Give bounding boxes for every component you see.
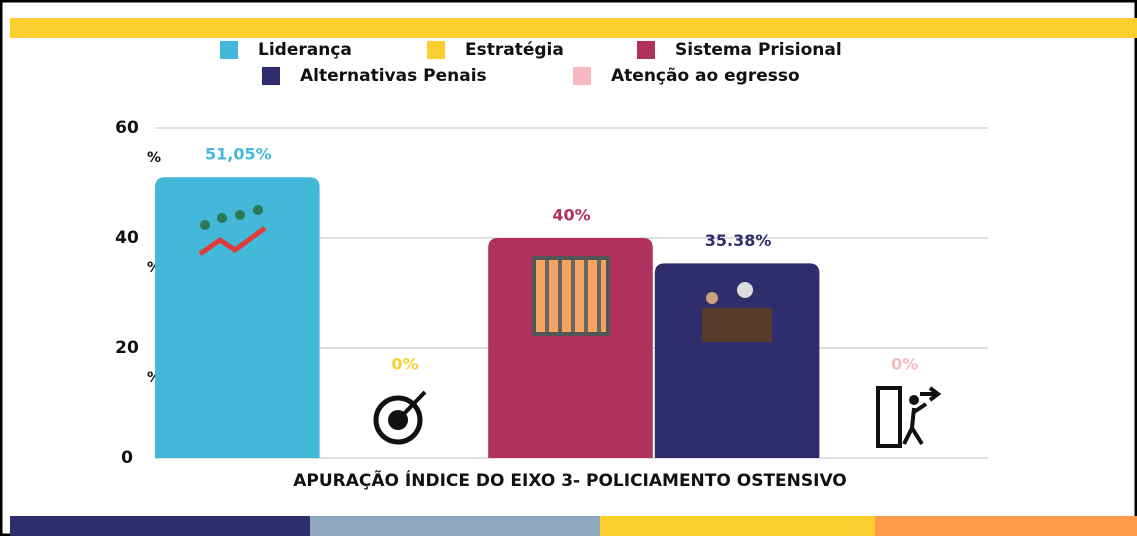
- legend-swatch: [427, 41, 445, 59]
- value-label: 51,05%: [205, 145, 272, 164]
- legend-swatch: [573, 67, 591, 85]
- leader-icon: [217, 213, 227, 223]
- target-icon: [396, 390, 427, 422]
- door-icon: [909, 395, 919, 405]
- icons: [198, 205, 942, 448]
- top-band: [10, 18, 1137, 38]
- bottom-band: [10, 516, 320, 536]
- legend-label: Atenção ao egresso: [611, 66, 800, 86]
- legend-label: Estratégia: [465, 40, 564, 60]
- value-label: 40%: [552, 206, 590, 225]
- value-label: 0%: [891, 355, 918, 374]
- leader-icon: [198, 225, 267, 257]
- door-icon: [876, 386, 902, 448]
- court-icon: [706, 292, 718, 304]
- legend-swatch: [220, 41, 238, 59]
- door-icon: [902, 402, 928, 446]
- court-icon: [737, 282, 753, 298]
- value-label: 0%: [391, 355, 418, 374]
- door-icon: [920, 386, 942, 402]
- leader-icon: [200, 220, 210, 230]
- legend-label: Liderança: [258, 40, 352, 60]
- bottom-band: [600, 516, 875, 536]
- court-icon: [702, 308, 772, 342]
- y-tick-label: 0: [121, 448, 133, 468]
- x-axis-title: APURAÇÃO ÍNDICE DO EIXO 3- POLICIAMENTO …: [293, 468, 847, 491]
- bottom-band: [875, 516, 1137, 536]
- legend-swatch: [637, 41, 655, 59]
- bar: [488, 238, 653, 458]
- legend-swatch: [262, 67, 280, 85]
- bar: [654, 263, 820, 458]
- bottom-band: [310, 516, 600, 536]
- y-tick-label: 60%: [115, 118, 161, 166]
- target-icon: [373, 395, 423, 445]
- bar: [155, 177, 320, 458]
- legend-label: Alternativas Penais: [300, 66, 487, 86]
- value-label: 35.38%: [705, 231, 772, 250]
- leader-icon: [253, 205, 263, 215]
- leader-icon: [235, 210, 245, 220]
- legend-label: Sistema Prisional: [675, 40, 842, 60]
